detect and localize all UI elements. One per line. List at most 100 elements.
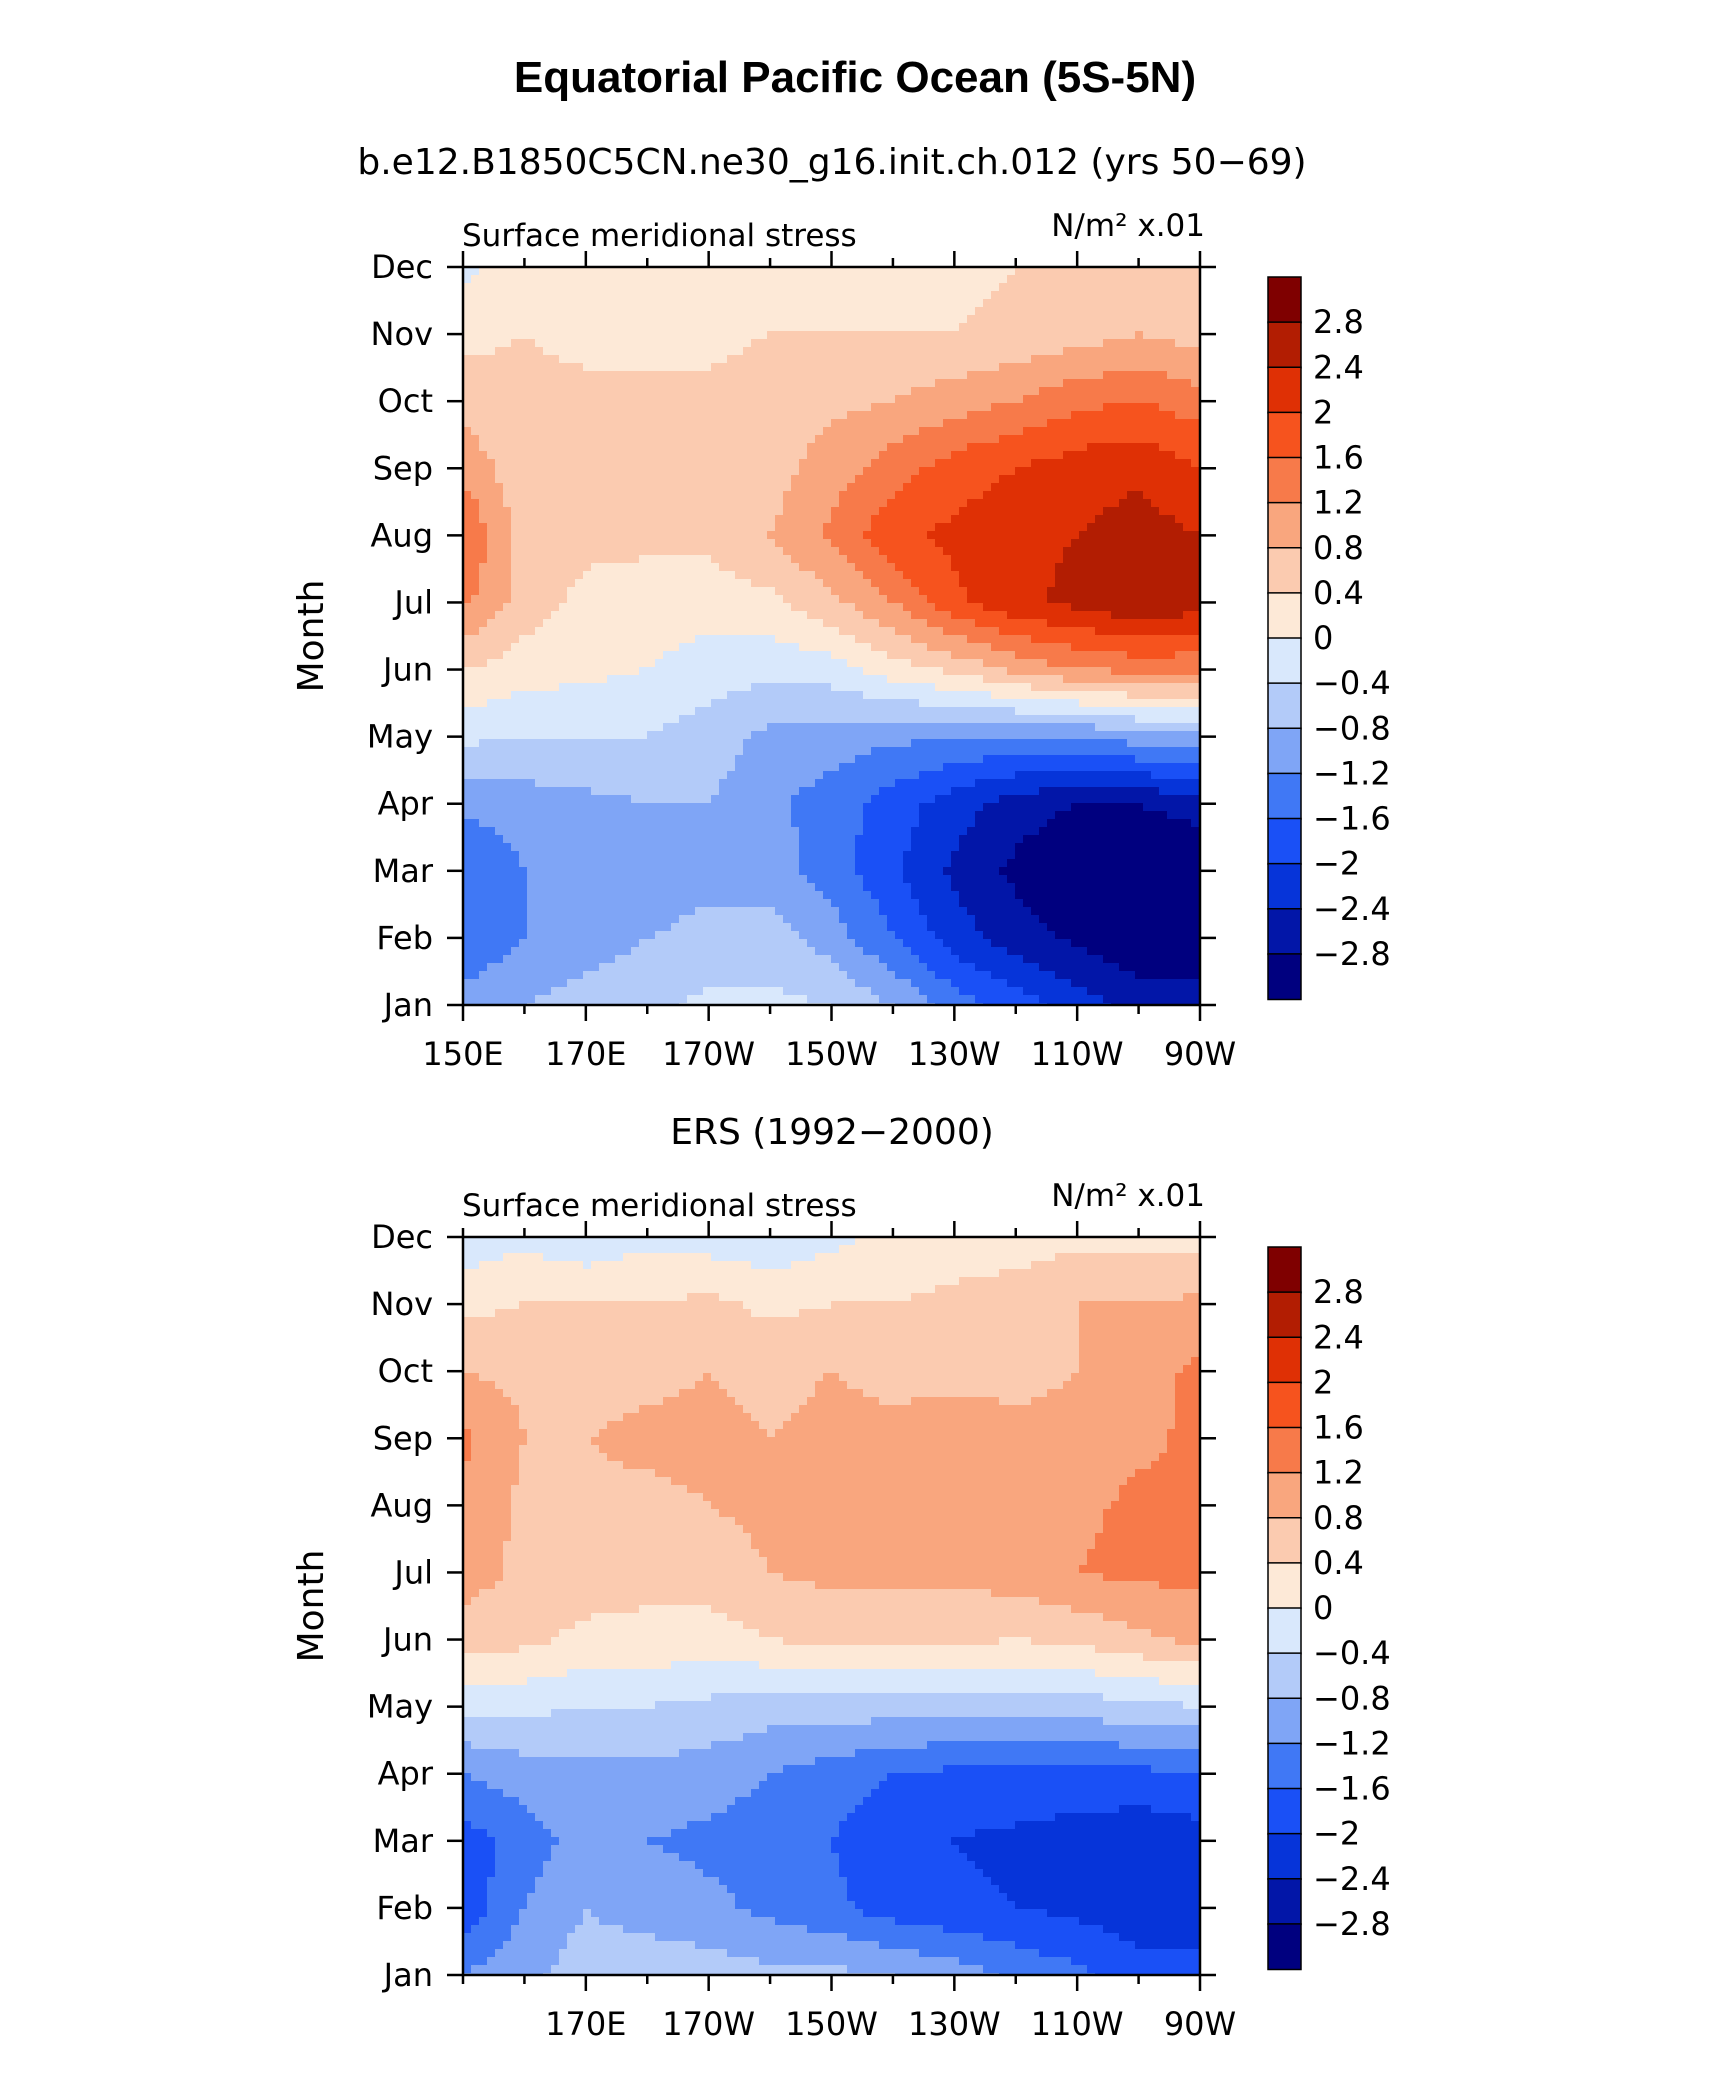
contour-cell	[679, 283, 688, 292]
contour-cell	[527, 539, 536, 548]
contour-cell	[535, 291, 544, 300]
contour-cell	[823, 339, 832, 348]
contour-cell	[783, 643, 792, 652]
contour-cell	[663, 363, 672, 372]
contour-cell	[935, 307, 944, 316]
contour-cell	[855, 291, 864, 300]
contour-cell	[703, 459, 712, 468]
contour-cell	[743, 651, 752, 660]
contour-cell	[687, 651, 696, 660]
contour-cell	[815, 579, 824, 588]
contour-cell	[719, 443, 728, 452]
contour-cell	[591, 355, 600, 364]
contour-cell	[831, 387, 840, 396]
contour-cell	[599, 667, 608, 676]
contour-cell	[623, 603, 632, 612]
right-string: N/m² x.01	[1051, 208, 1205, 244]
contour-cell	[599, 403, 608, 412]
contour-cell	[1103, 619, 1112, 628]
contour-cell	[1159, 267, 1168, 276]
contour-cell	[687, 443, 696, 452]
contour-cell	[503, 363, 512, 372]
contour-cell	[671, 443, 680, 452]
contour-cell	[655, 643, 664, 652]
contour-cell	[775, 379, 784, 388]
contour-cell	[855, 275, 864, 284]
contour-cell	[871, 339, 880, 348]
contour-cell	[895, 675, 904, 684]
contour-cell	[1127, 451, 1136, 460]
contour-cell	[1127, 419, 1136, 428]
contour-cell	[935, 667, 944, 676]
contour-cell	[983, 595, 992, 604]
contour-cell	[1087, 363, 1096, 372]
contour-cell	[799, 323, 808, 332]
contour-cell	[1063, 275, 1072, 284]
contour-cell	[575, 275, 584, 284]
contour-cell	[695, 499, 704, 508]
contour-cell	[551, 691, 560, 700]
contour-cell	[567, 603, 576, 612]
contour-cell	[559, 427, 568, 436]
contour-cell	[791, 419, 800, 428]
contour-cell	[607, 275, 616, 284]
contour-cell	[583, 675, 592, 684]
contour-cell	[823, 659, 832, 668]
contour-cell	[463, 651, 472, 660]
contour-cell	[607, 451, 616, 460]
contour-cell	[671, 395, 680, 404]
contour-cell	[1087, 515, 1096, 524]
contour-cell	[639, 643, 648, 652]
contour-cell	[559, 387, 568, 396]
contour-cell	[495, 299, 504, 308]
contour-cell	[839, 307, 848, 316]
contour-cell	[495, 323, 504, 332]
contour-cell	[823, 499, 832, 508]
contour-cell	[727, 651, 736, 660]
contour-cell	[463, 275, 472, 284]
contour-cell	[783, 323, 792, 332]
contour-cell	[943, 371, 952, 380]
contour-cell	[703, 315, 712, 324]
contour-cell	[663, 315, 672, 324]
contour-cell	[511, 523, 520, 532]
contour-cell	[903, 627, 912, 636]
contour-cell	[503, 515, 512, 524]
contour-cell	[647, 675, 656, 684]
contour-cell	[687, 555, 696, 564]
contour-cell	[743, 619, 752, 628]
contour-cell	[999, 427, 1008, 436]
contour-cell	[631, 643, 640, 652]
contour-cell	[759, 635, 768, 644]
contour-cell	[1063, 643, 1072, 652]
contour-cell	[607, 483, 616, 492]
contour-cell	[791, 635, 800, 644]
contour-cell	[519, 571, 528, 580]
contour-cell	[671, 675, 680, 684]
contour-cell	[999, 579, 1008, 588]
contour-cell	[847, 291, 856, 300]
contour-cell	[775, 611, 784, 620]
contour-cell	[639, 571, 648, 580]
contour-cell	[519, 667, 528, 676]
contour-cell	[751, 419, 760, 428]
contour-cell	[639, 547, 648, 556]
contour-cell	[1047, 523, 1056, 532]
contour-cell	[583, 667, 592, 676]
contour-cell	[863, 555, 872, 564]
contour-cell	[495, 659, 504, 668]
contour-cell	[935, 347, 944, 356]
contour-cell	[839, 579, 848, 588]
contour-cell	[1175, 515, 1184, 524]
contour-cell	[943, 451, 952, 460]
contour-cell	[647, 667, 656, 676]
contour-cell	[767, 459, 776, 468]
contour-cell	[599, 283, 608, 292]
contour-cell	[1079, 283, 1088, 292]
contour-cell	[575, 427, 584, 436]
contour-cell	[831, 467, 840, 476]
contour-cell	[783, 443, 792, 452]
contour-cell	[895, 627, 904, 636]
contour-cell	[695, 507, 704, 516]
contour-cell	[495, 531, 504, 540]
